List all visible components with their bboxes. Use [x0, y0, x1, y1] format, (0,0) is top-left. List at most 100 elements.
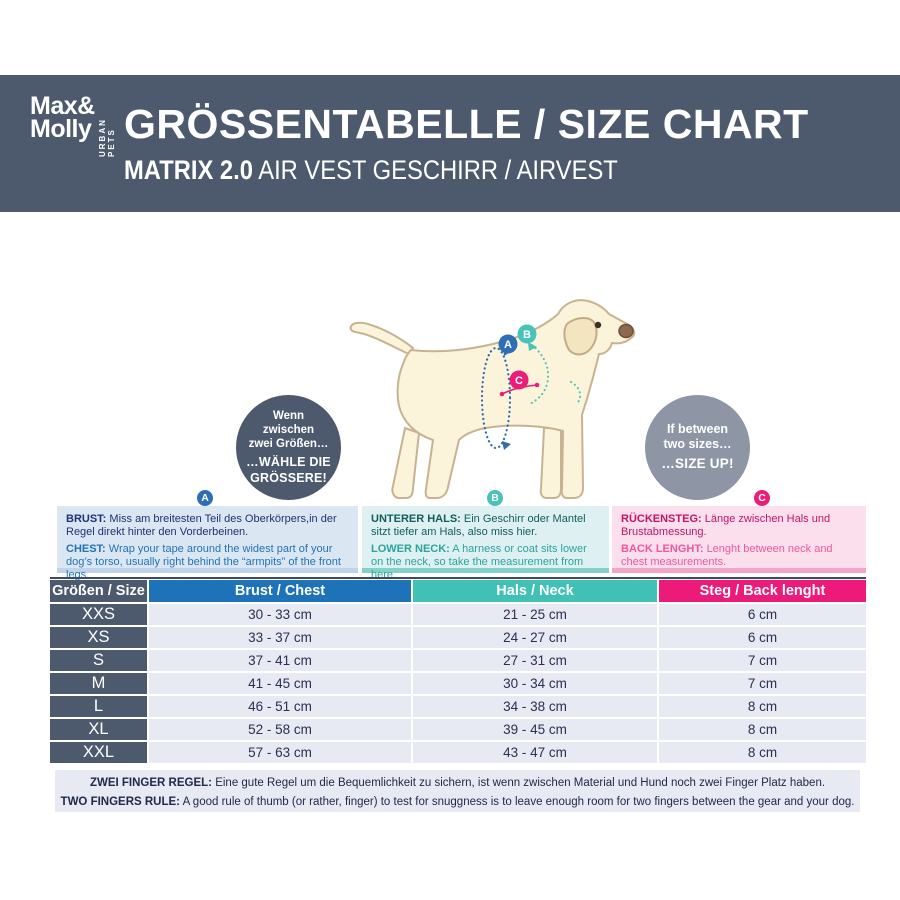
chest-measure-box: BRUST: Miss am breitesten Teil des Oberk… — [57, 506, 358, 581]
page-subtitle: MATRIX 2.0 AIR VEST GESCHIRR / AIRVEST — [124, 155, 618, 186]
neck-label-en: LOWER NECK: — [371, 542, 450, 555]
cell-neck: 34 - 38 cm — [413, 696, 657, 717]
back-text-en: Lenght between neck and chest measuremen… — [621, 542, 833, 568]
marker-b-label: B — [523, 329, 531, 341]
column-header-back: Steg / Back lenght — [659, 580, 866, 602]
table-row: M 41 - 45 cm 30 - 34 cm 7 cm — [50, 673, 866, 694]
cell-neck: 24 - 27 cm — [413, 627, 657, 648]
neck-text-en: A harness or coat sits lower on the neck… — [371, 542, 587, 581]
brand-logo: Max& Molly URBAN PETS — [30, 94, 116, 158]
cell-chest: 41 - 45 cm — [149, 673, 411, 694]
cell-size: XXL — [50, 742, 147, 763]
table-row: XS 33 - 37 cm 24 - 27 cm 6 cm — [50, 627, 866, 648]
cell-size: S — [50, 650, 147, 671]
dog-far-rear-leg — [391, 426, 421, 499]
dog-body — [396, 299, 636, 499]
size-up-badge-de: Wenn zwischen zwei Größen… …WÄHLE DIE GR… — [236, 395, 341, 500]
rule-line-en: TWO FINGERS RULE: A good rule of thumb (… — [55, 793, 860, 812]
badge-emphasis: GRÖSSERE! — [250, 470, 327, 485]
rule-line-de: ZWEI FINGER REGEL: Eine gute Regel um di… — [55, 774, 860, 793]
cell-chest: 37 - 41 cm — [149, 650, 411, 671]
cell-size: XL — [50, 719, 147, 740]
product-name: MATRIX 2.0 — [124, 155, 253, 185]
cell-neck: 27 - 31 cm — [413, 650, 657, 671]
dog-measurement-diagram: A B C — [349, 299, 636, 499]
two-finger-rule-note: ZWEI FINGER REGEL: Eine gute Regel um di… — [55, 770, 860, 812]
cell-size: L — [50, 696, 147, 717]
marker-c-icon — [509, 370, 529, 390]
back-measure-endpoint — [499, 391, 505, 397]
cell-back: 8 cm — [659, 742, 866, 763]
back-label-de: RÜCKENSTEG: — [621, 513, 702, 525]
chest-label-de: BRUST: — [66, 513, 107, 525]
cell-chest: 30 - 33 cm — [149, 604, 411, 625]
brand-logo-text: Max& Molly — [30, 94, 95, 157]
column-header-size: Größen / Size — [50, 580, 147, 602]
dog-nose — [618, 323, 634, 339]
cell-size: XXS — [50, 604, 147, 625]
badge-line: Wenn — [272, 409, 305, 422]
back-measure-box: RÜCKENSTEG: Länge zwischen Hals und Brus… — [612, 506, 866, 573]
neck-measure-line — [527, 344, 550, 406]
dog-ear — [563, 317, 598, 356]
badge-line: zwei Größen… — [248, 437, 329, 450]
badge-emphasis: …WÄHLE DIE — [246, 454, 331, 469]
cell-back: 7 cm — [659, 673, 866, 694]
dog-eye — [594, 321, 602, 329]
table-row: L 46 - 51 cm 34 - 38 cm 8 cm — [50, 696, 866, 717]
rule-label-de: ZWEI FINGER REGEL: — [89, 777, 212, 789]
table-top-border — [50, 577, 866, 579]
marker-c-label: C — [515, 375, 523, 387]
brand-logo-tagline: URBAN PETS — [97, 118, 116, 157]
neck-label-de: UNTERER HALS: — [371, 513, 461, 525]
table-row: XXS 30 - 33 cm 21 - 25 cm 6 cm — [50, 604, 866, 625]
brand-logo-line2: Molly — [30, 115, 92, 143]
size-table: Größen / Size Brust / Chest Hals / Neck … — [50, 577, 866, 763]
back-measure-endpoint — [534, 382, 540, 388]
marker-a-label: A — [504, 339, 512, 351]
badge-line: If between — [666, 421, 729, 436]
badge-emphasis: …SIZE UP! — [661, 456, 734, 472]
neck-arrow-icon — [528, 342, 537, 351]
rule-text-en: A good rule of thumb (or rather, finger)… — [182, 795, 855, 808]
cell-size: XS — [50, 627, 147, 648]
marker-a-icon — [498, 334, 518, 354]
dog-far-front-leg — [539, 427, 562, 499]
back-marker-chip: C — [754, 490, 770, 506]
chest-measure-line — [480, 346, 512, 450]
cell-neck: 39 - 45 cm — [413, 719, 657, 740]
table-row: XXL 57 - 63 cm 43 - 47 cm 8 cm — [50, 742, 866, 763]
size-up-badge-en: If between two sizes… …SIZE UP! — [645, 395, 750, 500]
cell-chest: 52 - 58 cm — [149, 719, 411, 740]
neck-marker-chip: B — [487, 490, 503, 506]
chest-marker-chip: A — [197, 490, 213, 506]
rule-label-en: TWO FINGERS RULE: — [60, 795, 181, 808]
table-row: S 37 - 41 cm 27 - 31 cm 7 cm — [50, 650, 866, 671]
cell-chest: 33 - 37 cm — [149, 627, 411, 648]
cell-back: 7 cm — [659, 650, 866, 671]
size-table-rows: XXS 30 - 33 cm 21 - 25 cm 6 cm XS 33 - 37 cm 2… — [50, 604, 866, 763]
cell-neck: 21 - 25 cm — [413, 604, 657, 625]
dog-tail — [349, 321, 415, 356]
neck-measure-line-far — [570, 381, 582, 405]
chest-label-en: CHEST: — [66, 542, 106, 555]
table-header-row: Größen / Size Brust / Chest Hals / Neck … — [50, 580, 866, 602]
chest-arrow-icon — [502, 441, 511, 450]
header-band: Max& Molly URBAN PETS GRÖSSENTABELLE / S… — [0, 75, 900, 212]
back-label-en: BACK LENGHT: — [621, 542, 704, 555]
page-title: GRÖSSENTABELLE / SIZE CHART — [124, 101, 809, 147]
column-header-neck: Hals / Neck — [413, 580, 657, 602]
rule-text-de: Eine gute Regel um die Bequemlichkeit zu… — [215, 777, 826, 789]
chest-text-en: Wrap your tape around the widest part of… — [66, 542, 341, 581]
cell-back: 6 cm — [659, 604, 866, 625]
badge-line: zwischen — [262, 423, 315, 436]
back-text-de: Länge zwischen Hals und Brustabmessung. — [621, 513, 831, 538]
cell-size: M — [50, 673, 147, 694]
cell-back: 8 cm — [659, 696, 866, 717]
cell-neck: 43 - 47 cm — [413, 742, 657, 763]
cell-back: 8 cm — [659, 719, 866, 740]
marker-b-icon — [517, 324, 537, 344]
cell-chest: 57 - 63 cm — [149, 742, 411, 763]
cell-back: 6 cm — [659, 627, 866, 648]
